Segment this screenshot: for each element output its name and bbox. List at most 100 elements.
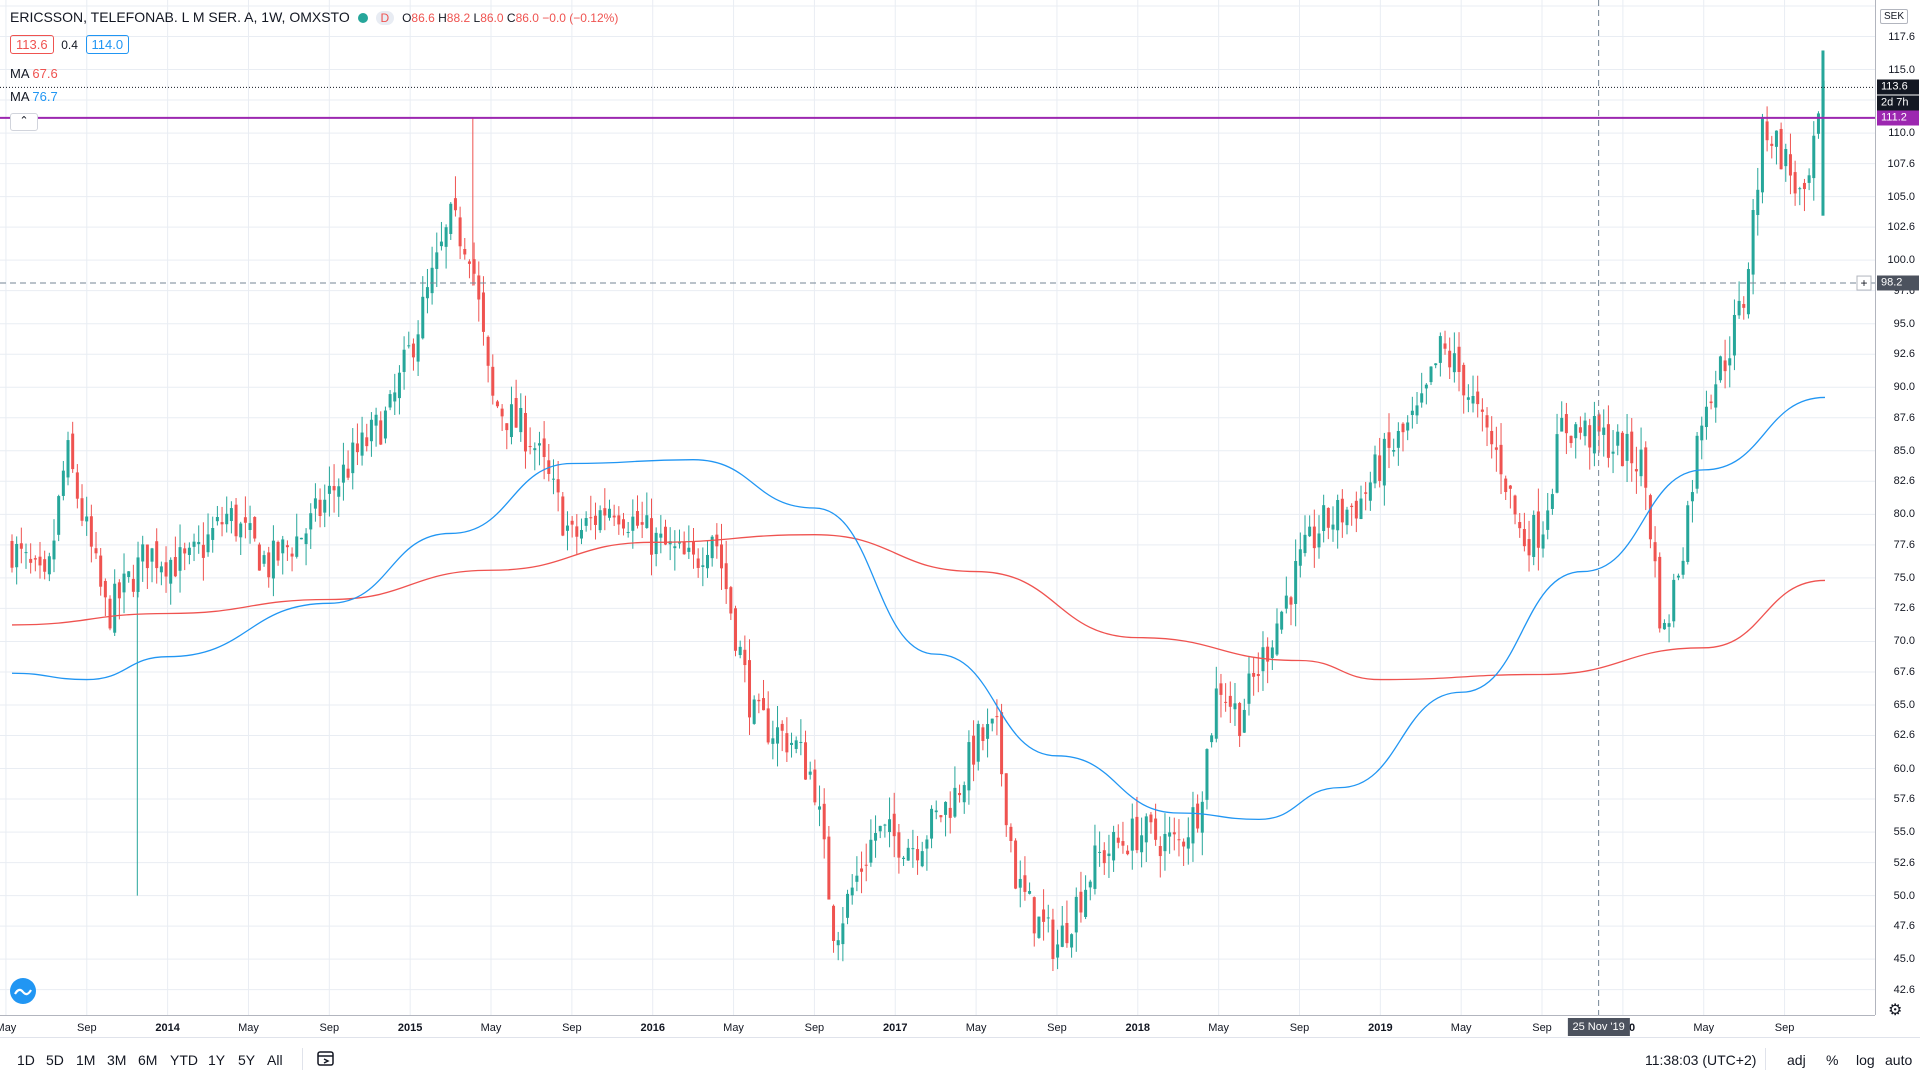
candle-up	[215, 517, 219, 522]
price-tick-label: 85.0	[1893, 444, 1915, 457]
legend-collapse-button[interactable]: ⌃	[10, 113, 38, 131]
candle-up	[846, 893, 850, 918]
candle-up	[1541, 534, 1545, 549]
candle-down	[1126, 850, 1130, 855]
candle-down	[780, 723, 784, 731]
chart-area[interactable]: + ERICSSON, TELEFONAB. L M SER. A, 1W, O…	[0, 0, 1875, 1015]
price-tick-label: 82.6	[1893, 475, 1915, 488]
candle-down	[1709, 401, 1713, 404]
candle-down	[640, 522, 644, 525]
candle-up	[271, 540, 275, 579]
candle-up	[1056, 944, 1060, 958]
candle-up	[1438, 336, 1442, 363]
chart-settings-button[interactable]: ⚙	[1888, 1000, 1902, 1020]
candle-up	[902, 857, 906, 859]
candle-up	[673, 546, 677, 549]
candle-up	[169, 559, 173, 584]
candle-up	[537, 443, 541, 446]
price-tick-label: 42.6	[1893, 983, 1915, 996]
time-axis[interactable]: May Sep 2014 May Sep 2015 May Sep 2016 May Sep 2017…	[0, 1015, 1875, 1038]
range-1d-button[interactable]: 1D	[17, 1052, 35, 1068]
candle-up	[808, 771, 812, 775]
range-3m-button[interactable]: 3M	[107, 1052, 127, 1068]
candle-down	[1648, 495, 1652, 540]
candle-up	[874, 833, 878, 841]
candle-up	[1275, 623, 1279, 655]
candle-up	[1429, 366, 1433, 383]
adjust-toggle[interactable]: adj	[1787, 1052, 1806, 1068]
candle-down	[145, 544, 149, 569]
candle-down	[1312, 526, 1316, 549]
candle-down	[958, 792, 962, 796]
candle-down	[1042, 909, 1046, 922]
candle-down	[981, 727, 985, 742]
candle-up	[519, 407, 523, 433]
auto-scale-toggle[interactable]: auto	[1885, 1052, 1913, 1068]
tradingview-logo[interactable]	[10, 978, 36, 1004]
candle-up	[1471, 396, 1475, 404]
candle-down	[621, 519, 625, 529]
clock-display[interactable]: 11:38:03 (UTC+2)	[1645, 1052, 1757, 1068]
log-scale-toggle[interactable]: log	[1856, 1052, 1875, 1068]
price-axis[interactable]: SEK 117.6115.0112.6110.0107.6105.0102.61…	[1875, 0, 1920, 1019]
go-to-date-button[interactable]	[316, 1049, 336, 1070]
candle-down	[1448, 350, 1452, 368]
add-alert-button[interactable]: +	[1856, 275, 1872, 291]
candle-up	[776, 727, 780, 744]
candle-down	[514, 398, 518, 428]
candle-down	[411, 343, 415, 358]
candle-up	[444, 227, 448, 247]
candle-up	[1546, 510, 1550, 530]
range-all-button[interactable]: All	[267, 1052, 283, 1068]
percent-scale-toggle[interactable]: %	[1826, 1052, 1839, 1068]
candle-down	[1457, 346, 1461, 373]
candle-up	[967, 742, 971, 791]
time-tick-label: May	[965, 1022, 987, 1034]
candle-down	[267, 552, 271, 578]
candle-down	[822, 803, 826, 840]
range-5d-button[interactable]: 5D	[46, 1052, 64, 1068]
candle-up	[1574, 424, 1578, 439]
price-tick-label: 62.6	[1893, 729, 1915, 742]
time-tick-label: 2014	[155, 1022, 180, 1034]
candle-down	[243, 517, 247, 523]
candle-down	[220, 522, 224, 525]
range-5y-button[interactable]: 5Y	[238, 1052, 256, 1068]
candle-up	[15, 543, 19, 568]
open-key: O	[402, 11, 412, 25]
symbol-legend[interactable]: ERICSSON, TELEFONAB. L M SER. A, 1W, OMX…	[10, 9, 619, 25]
crosshair-time-label: 25 Nov '19	[1567, 1018, 1630, 1036]
candle-down	[734, 608, 738, 651]
candle-up	[1420, 393, 1424, 403]
currency-label[interactable]: SEK	[1880, 9, 1909, 24]
candle-down	[766, 708, 770, 743]
bid-box[interactable]: 113.6	[10, 35, 54, 54]
candle-up	[607, 508, 611, 518]
candle-up	[654, 532, 658, 555]
candle-down	[346, 468, 350, 478]
candle-up	[1284, 595, 1288, 609]
price-tick-label: 92.6	[1893, 348, 1915, 361]
candle-up	[1592, 416, 1596, 454]
range-1y-button[interactable]: 1Y	[208, 1052, 226, 1068]
candle-up	[976, 723, 980, 762]
candle-down	[939, 815, 943, 818]
time-tick-label: May	[1208, 1022, 1230, 1034]
range-ytd-button[interactable]: YTD	[170, 1052, 198, 1068]
candle-up	[1140, 835, 1144, 853]
candle-up	[1028, 891, 1032, 894]
candle-up	[150, 548, 154, 562]
price-chart[interactable]: +	[0, 0, 1875, 1015]
candle-up	[1345, 509, 1349, 526]
ask-box[interactable]: 114.0	[85, 35, 130, 54]
symbol-name[interactable]: ERICSSON, TELEFONAB. L M SER. A	[10, 9, 254, 25]
candle-up	[1812, 135, 1816, 179]
time-tick-label: Sep	[1774, 1022, 1795, 1034]
range-6m-button[interactable]: 6M	[138, 1052, 158, 1068]
ma1-legend[interactable]: MA 67.6	[10, 66, 58, 81]
range-1m-button[interactable]: 1M	[76, 1052, 96, 1068]
ma2-legend[interactable]: MA 76.7	[10, 89, 58, 104]
candle-down	[1051, 919, 1055, 960]
candle-down	[1182, 841, 1186, 847]
candle-down	[486, 336, 490, 366]
